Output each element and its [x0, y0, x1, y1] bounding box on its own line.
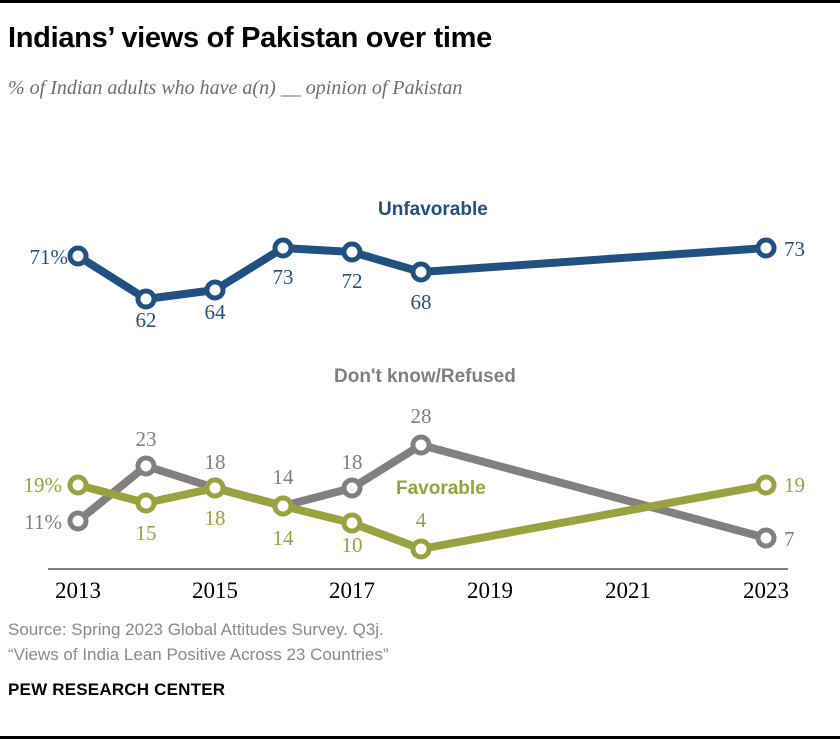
point-label-favorable-2023: 19 [784, 473, 805, 497]
x-axis-tick-2013: 2013 [55, 578, 101, 603]
point-label-favorable-2013: 19% [23, 473, 63, 497]
point-label-dont-know-2013: 11% [24, 510, 62, 534]
point-label-dont-know-2023: 7 [784, 527, 795, 551]
series-label-dont-know: Don't know/Refused [334, 366, 516, 387]
top-rule [0, 0, 840, 3]
series-markers-unfavorable [67, 237, 777, 310]
x-axis-tick-2017: 2017 [329, 578, 375, 603]
point-label-unfavorable-2013: 71% [29, 245, 69, 269]
point-label-favorable-2017: 10 [341, 533, 363, 557]
point-label-dont-know-2016: 14 [272, 465, 294, 489]
x-axis-tick-2019: 2019 [467, 578, 513, 603]
point-label-unfavorable-2018: 68 [410, 290, 432, 314]
x-axis-line [48, 568, 788, 570]
point-label-unfavorable-2023: 73 [784, 237, 805, 261]
brand-label: PEW RESEARCH CENTER [8, 680, 226, 699]
point-label-favorable-2014: 15 [135, 521, 157, 545]
x-axis-tick-2023: 2023 [743, 578, 789, 603]
series-label-unfavorable: Unfavorable [378, 199, 488, 220]
series-label-favorable: Favorable [396, 478, 486, 499]
source-note: Source: Spring 2023 Global Attitudes Sur… [8, 618, 828, 667]
point-label-dont-know-2017: 18 [341, 450, 363, 474]
x-axis-tick-2015: 2015 [192, 578, 238, 603]
point-label-unfavorable-2014: 62 [135, 308, 157, 332]
bottom-rule [0, 736, 840, 739]
point-label-favorable-2018: 4 [415, 508, 427, 532]
page-title: Indians’ views of Pakistan over time [8, 22, 492, 54]
point-label-unfavorable-2015: 64 [204, 300, 226, 324]
point-label-dont-know-2018: 28 [410, 404, 432, 428]
source-line-1: Source: Spring 2023 Global Attitudes Sur… [8, 620, 384, 639]
source-line-2: “Views of India Lean Positive Across 23 … [8, 644, 389, 664]
point-label-dont-know-2014: 23 [135, 427, 157, 451]
point-label-unfavorable-2016: 73 [272, 265, 294, 289]
page-subtitle: % of Indian adults who have a(n) __ opin… [8, 77, 463, 99]
point-label-unfavorable-2017: 72 [341, 269, 363, 293]
point-label-dont-know-2015: 18 [204, 450, 226, 474]
x-axis-tick-2021: 2021 [605, 578, 651, 603]
point-label-favorable-2015: 18 [204, 506, 226, 530]
series-markers-favorable [67, 474, 777, 560]
point-label-favorable-2016: 14 [272, 526, 294, 550]
